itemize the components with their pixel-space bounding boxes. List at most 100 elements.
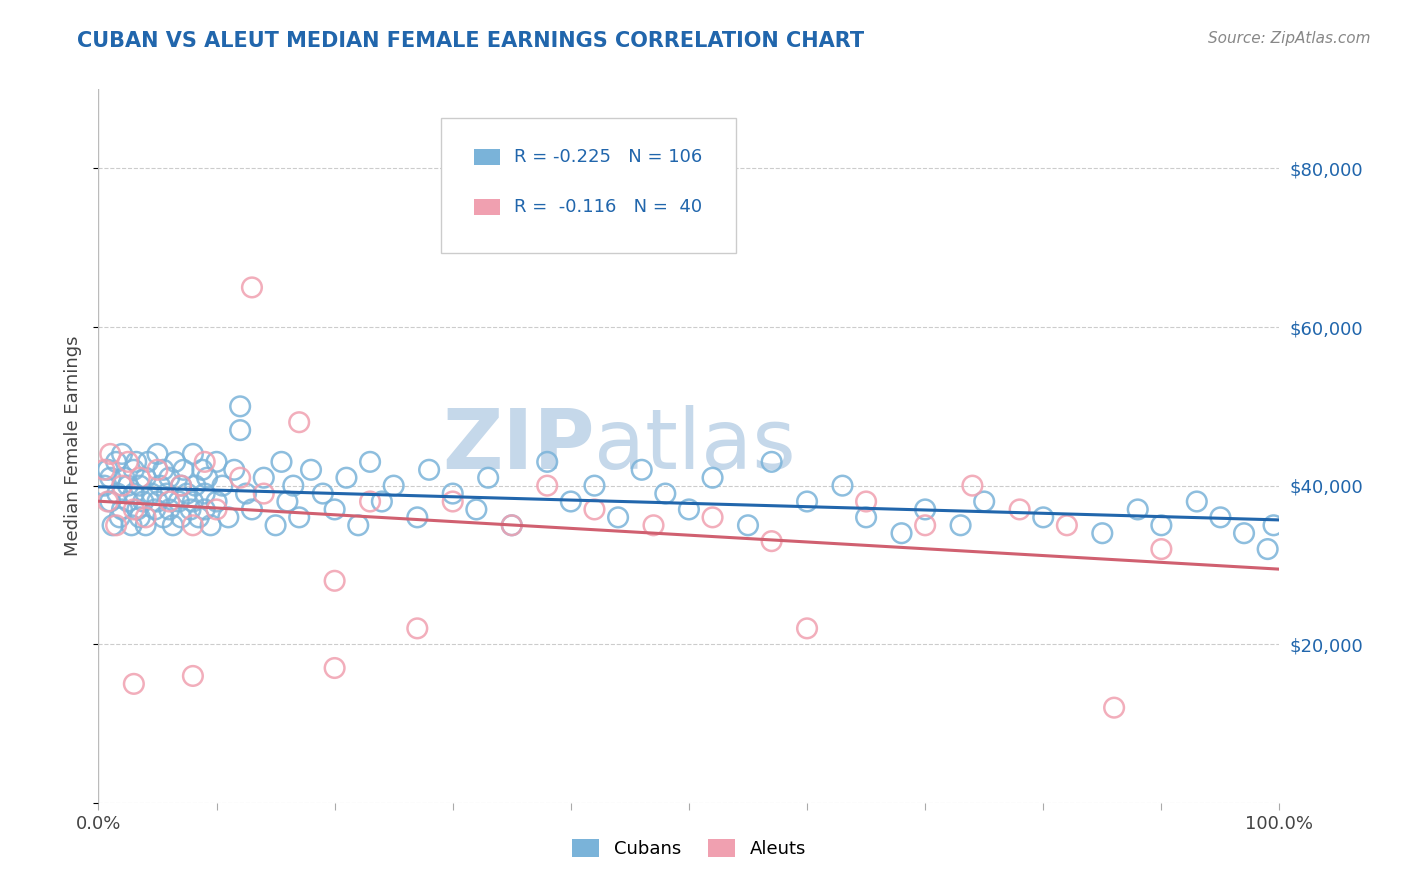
Point (1126, 502, 1149, 516)
Point (229, 400, 252, 414)
Point (132, 494, 155, 508)
Point (1233, 526, 1256, 541)
Point (855, 510, 877, 524)
Point (98, 471, 121, 485)
Point (761, 455, 783, 469)
Point (105, 518, 128, 533)
Point (560, 494, 582, 508)
Point (323, 502, 346, 516)
Point (382, 478, 405, 492)
Point (152, 510, 174, 524)
Point (191, 463, 214, 477)
Point (796, 494, 818, 508)
Point (184, 478, 207, 492)
Point (283, 478, 305, 492)
Point (643, 518, 665, 533)
Point (583, 478, 606, 492)
FancyBboxPatch shape (474, 149, 501, 165)
Point (323, 574, 346, 588)
Point (1209, 510, 1232, 524)
Point (240, 502, 263, 516)
Point (240, 280, 263, 294)
Point (914, 518, 936, 533)
Point (122, 677, 145, 691)
Point (1102, 700, 1125, 714)
Point (157, 494, 180, 508)
Point (630, 463, 652, 477)
Point (441, 494, 464, 508)
Point (737, 518, 759, 533)
Point (477, 471, 499, 485)
Point (105, 486, 128, 500)
Point (501, 518, 523, 533)
Point (125, 455, 148, 469)
Point (962, 478, 984, 492)
Point (890, 526, 912, 541)
Point (146, 494, 169, 508)
Point (465, 502, 488, 516)
Point (501, 518, 523, 533)
Point (180, 502, 202, 516)
Point (181, 518, 204, 533)
Point (165, 455, 187, 469)
Point (112, 471, 135, 485)
Point (127, 502, 149, 516)
Legend: Cubans, Aleuts: Cubans, Aleuts (565, 831, 813, 865)
Point (97, 463, 120, 477)
Point (170, 478, 193, 492)
Point (205, 502, 228, 516)
Text: ZIP: ZIP (441, 406, 595, 486)
Point (1032, 510, 1054, 524)
Point (406, 621, 429, 635)
Point (678, 502, 700, 516)
Point (194, 455, 217, 469)
Point (323, 661, 346, 675)
Point (170, 510, 193, 524)
Point (136, 455, 159, 469)
Point (143, 502, 166, 516)
Text: R =  -0.116   N =  40: R = -0.116 N = 40 (515, 198, 702, 216)
Point (121, 518, 143, 533)
Point (141, 486, 163, 500)
Point (146, 447, 169, 461)
Point (162, 518, 184, 533)
Point (122, 463, 145, 477)
Point (270, 455, 292, 469)
Point (702, 510, 724, 524)
Point (157, 471, 180, 485)
Point (117, 494, 139, 508)
Point (288, 415, 311, 429)
Point (1185, 494, 1208, 508)
Point (128, 478, 150, 492)
Point (335, 471, 357, 485)
Y-axis label: Median Female Earnings: Median Female Earnings (65, 335, 83, 557)
Text: R = -0.225   N = 106: R = -0.225 N = 106 (515, 148, 703, 166)
Point (761, 534, 783, 549)
Text: atlas: atlas (595, 406, 796, 486)
Point (122, 486, 145, 500)
Point (194, 502, 217, 516)
Point (111, 447, 134, 461)
Point (128, 510, 150, 524)
Point (441, 486, 464, 500)
Point (1257, 542, 1279, 557)
Point (97, 494, 120, 508)
Point (93, 463, 115, 477)
Point (253, 486, 276, 500)
Point (359, 494, 381, 508)
Point (1091, 526, 1114, 541)
Point (536, 478, 558, 492)
Point (157, 502, 180, 516)
Point (117, 478, 139, 492)
Point (1008, 502, 1031, 516)
Point (211, 478, 233, 492)
Text: CUBAN VS ALEUT MEDIAN FEMALE EARNINGS CORRELATION CHART: CUBAN VS ALEUT MEDIAN FEMALE EARNINGS CO… (77, 31, 865, 51)
Point (949, 518, 972, 533)
Point (1056, 518, 1078, 533)
Point (172, 463, 194, 477)
Point (122, 502, 145, 516)
Point (299, 463, 322, 477)
Point (149, 478, 172, 492)
Point (312, 486, 335, 500)
Point (108, 510, 131, 524)
